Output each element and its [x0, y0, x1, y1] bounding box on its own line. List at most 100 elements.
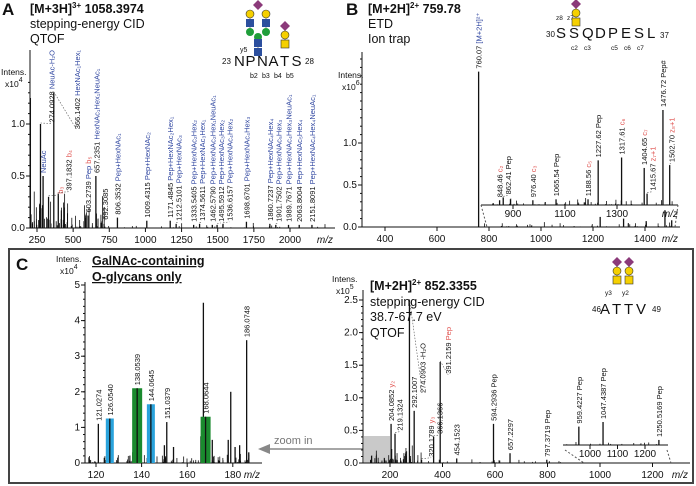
peak-label: 366.1402 HexNAc₁Hex₁ [73, 50, 82, 130]
galactose-circle-icon [245, 9, 255, 19]
label-leader-line [433, 434, 440, 437]
peptide-residue: D [595, 25, 606, 42]
panel-a-letter: A [2, 0, 14, 19]
y-axis-label: Intens. [56, 254, 82, 264]
panel-a-precursor: [M+3H]3+ 1058.3974 [30, 1, 144, 16]
peak-label: 1901.7502 Pep+HexNAc₅Hex₃ [274, 120, 283, 222]
x-tick-label: 1500 [207, 235, 230, 246]
panel-a-method: stepping-energy CID [30, 17, 145, 31]
fragment-ion-label: c5 [611, 45, 618, 52]
y-tick-label: 1.0 [11, 119, 25, 130]
panel-b-precursor: [M+2H]2+ 759.78 [368, 1, 461, 16]
peptide-residue: A [600, 301, 610, 318]
neuac-diamond-icon [624, 257, 634, 267]
mannose-circle-icon [262, 28, 270, 36]
peak-label: 603.2739 Pep b₅ [84, 157, 93, 213]
x-tick-label: 1750 [243, 235, 266, 246]
x-tick-label: 600 [487, 470, 504, 481]
x-tick-label: 180 [224, 470, 241, 481]
fragment-ion-label: z8 [556, 15, 563, 22]
x-tick-label: 1400 [634, 234, 657, 245]
y-tick-label: 1.0 [343, 138, 357, 149]
peak-label: 1212.5101 Pep+HexNAc₃ [175, 135, 184, 221]
peak-label: 1989.7671 Pep+HexNAc₄Hex₃NeuAc₁ [285, 94, 294, 222]
inset-x-tick-label: 1100 [554, 209, 576, 220]
y-scale-label: x104 [60, 264, 78, 276]
x-tick-label: 1000 [589, 470, 612, 481]
fragment-ion-label: y5 [240, 47, 248, 54]
panel-c-frame [8, 248, 694, 484]
peak-label: 274.0928 NeuAc-H₂O [48, 50, 57, 123]
fragment-ion-label: c3 [584, 45, 591, 52]
x-tick-label: 400 [434, 470, 451, 481]
peptide-residue: S [556, 25, 566, 42]
peptide-residue: S [569, 25, 579, 42]
fragment-ion-label: b2 [250, 73, 258, 80]
x-tick-label: 200 [382, 470, 399, 481]
peptide-residue: A [269, 53, 279, 70]
peptide-end-number: 28 [305, 57, 314, 66]
y-axis-label: Intens. [1, 67, 27, 77]
label-leader-line [394, 431, 400, 433]
label-leader-line [222, 221, 230, 224]
peak-label: 1188.56 c₅ [584, 161, 593, 196]
galactose-circle-icon [280, 30, 290, 40]
peak-label: 959.4227 Pep [575, 377, 584, 424]
fragment-ion-label: y2 [622, 290, 629, 297]
peak-label: 657.2351 HexNAc₁Hex₁NeuAc₁ [93, 68, 102, 173]
peak-label: 138.0539 [133, 354, 142, 385]
peak-label: 1065.54 Pep [552, 154, 561, 197]
x-tick-label: 600 [429, 234, 446, 245]
y-tick-label: 1 [74, 422, 80, 433]
x-tick-label: 120 [88, 470, 105, 481]
panel-c-instrument: QTOF [370, 326, 405, 340]
peptide-residue: T [612, 301, 621, 318]
peak-label: 848.46 c₂ [496, 165, 505, 197]
inset-x-tick-label: 1200 [634, 449, 657, 460]
peak-label: 121.0274 [94, 390, 103, 421]
peak-label: 1047.4387 Pep [599, 368, 608, 419]
y-scale-label: x106 [342, 80, 360, 92]
peak-label: 274.0903 -H₂O [419, 343, 428, 393]
fragment-ion-label: b3 [262, 73, 270, 80]
peak-label: 126.0540 [106, 384, 115, 415]
peak-label: b₃ [56, 187, 65, 194]
peak-label: 2151.8091 Pep+HexNAc₄Hex₄NeuAc₁ [308, 94, 317, 222]
neuac-diamond-icon [612, 257, 622, 267]
peptide-residue: T [280, 53, 289, 70]
label-leader-line [53, 91, 78, 131]
glcnac-square-icon [254, 48, 262, 56]
peak-label: 657.2297 [506, 419, 515, 450]
fragment-ion-label: b4 [274, 73, 282, 80]
neuac-diamond-icon [571, 0, 581, 9]
x-tick-label: 1200 [582, 234, 605, 245]
y-axis-label: Intens. [332, 274, 358, 284]
y-tick-label: 4 [74, 316, 80, 327]
inset-connector [480, 204, 488, 228]
label-leader-line [100, 220, 106, 223]
label-leader-line [199, 221, 203, 224]
peak-label: 1860.7237 Pep+HexNAc₄Hex₄ [266, 119, 275, 221]
x-tick-label: 1000 [134, 235, 157, 246]
y-tick-label: 1.0 [344, 393, 358, 404]
peak-label: 1495.5912 Pep+HexNAc₃Hex₂ [217, 120, 226, 222]
peptide-residue: Q [582, 25, 594, 42]
inset-x-axis-label: m/z [662, 209, 678, 220]
galactose-circle-icon [612, 266, 622, 276]
label-leader-line [275, 222, 279, 225]
peak-label: 1404.65 c₇ [640, 129, 649, 165]
inset-connector [666, 449, 672, 464]
label-leader-line [439, 360, 449, 375]
y-tick-label: 2.0 [344, 328, 358, 339]
peak-label: 1415.67 z₇+1 [649, 147, 658, 191]
y-axis-label: Intens. [338, 70, 364, 80]
label-leader-line [48, 194, 61, 197]
x-tick-label: 800 [481, 234, 498, 245]
y-tick-label: 0.0 [11, 223, 25, 234]
x-axis-label: m/z [662, 234, 678, 245]
peptide-start-number: 46 [592, 305, 601, 314]
x-tick-label: 1250 [170, 235, 193, 246]
label-leader-line [216, 222, 221, 225]
fragment-ion-label: c2 [571, 45, 578, 52]
